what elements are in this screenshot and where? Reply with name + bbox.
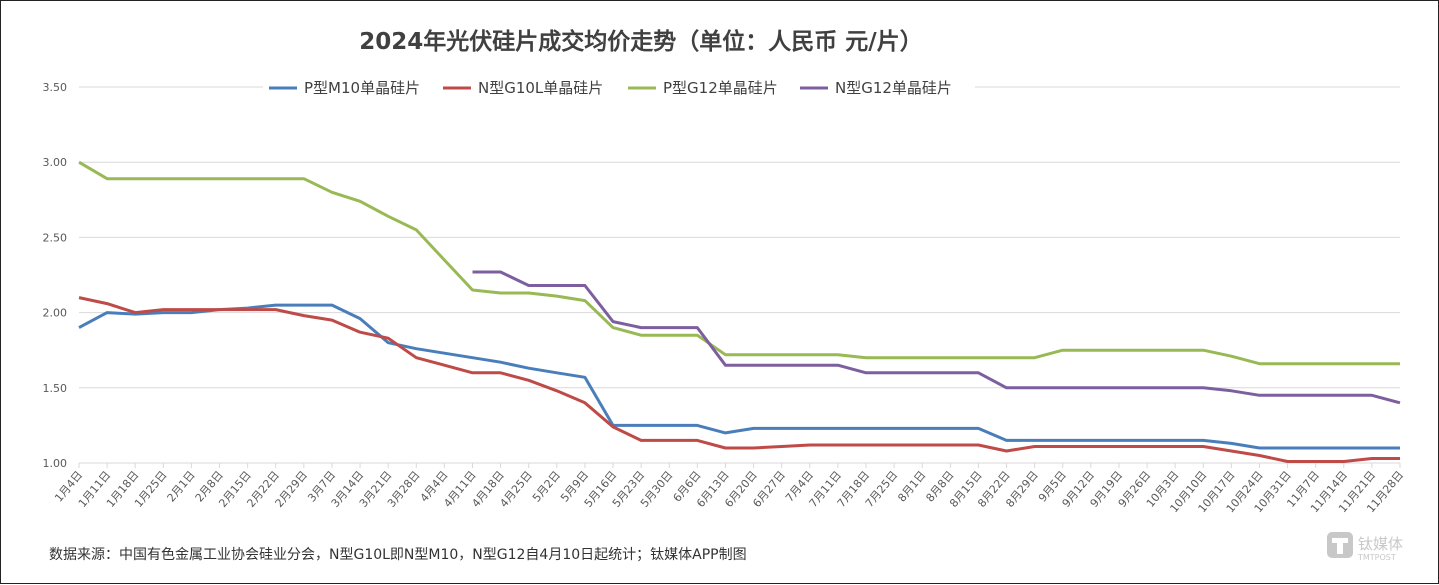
legend-label-3: N型G12单晶硅片: [835, 79, 952, 97]
watermark-cn: 钛媒体: [1358, 535, 1403, 553]
y-tick-label: 3.00: [43, 156, 68, 169]
y-tick-label: 2.00: [43, 307, 68, 320]
legend-label-1: N型G10L单晶硅片: [478, 79, 603, 97]
x-tick-label: 5月2日: [530, 469, 563, 505]
y-tick-label: 2.50: [43, 231, 68, 244]
y-tick-label: 1.50: [43, 382, 68, 395]
watermark-en: TMTPOST: [1357, 553, 1396, 562]
legend-label-2: P型G12单晶硅片: [663, 79, 778, 97]
watermark-logo: 钛媒体 TMTPOST: [1327, 532, 1403, 562]
x-tick-label: 8月1日: [895, 469, 928, 505]
series-line-1: [78, 296, 1400, 463]
series-line-3: [472, 270, 1401, 405]
legend-background: [263, 77, 975, 99]
footnote: 数据来源：中国有色金属工业协会硅业分会，N型G10L即N型M10，N型G12自4…: [49, 546, 747, 563]
legend-label-0: P型M10单晶硅片: [304, 79, 420, 97]
y-tick-label: 3.50: [43, 81, 68, 94]
y-tick-label: 1.00: [43, 457, 68, 470]
series-line-0: [78, 303, 1400, 450]
x-tick-label: 2月1日: [165, 469, 198, 505]
chart-title: 2024年光伏硅片成交均价走势（单位：人民币 元/片）: [359, 28, 922, 55]
series-line-2: [78, 160, 1400, 366]
